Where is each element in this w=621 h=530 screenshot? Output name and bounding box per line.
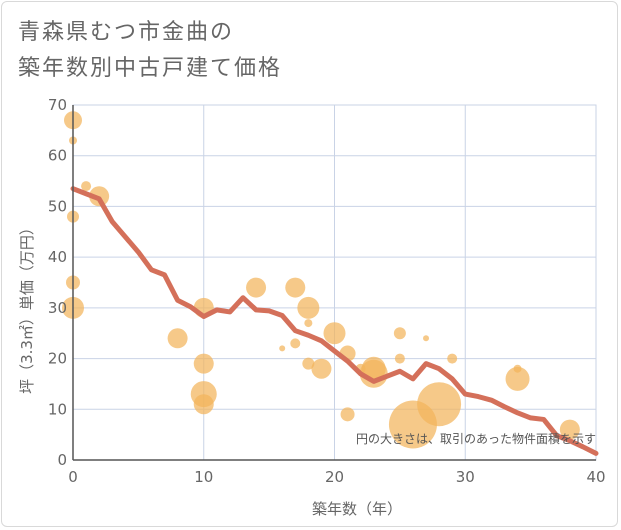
y-tick-label-60: 60 bbox=[48, 147, 67, 165]
y-tick-label-70: 70 bbox=[48, 96, 67, 114]
axes bbox=[72, 105, 596, 461]
y-tick-label-40: 40 bbox=[48, 248, 67, 266]
x-axis-label: 築年数（年） bbox=[312, 500, 402, 518]
bubble-point-15 bbox=[290, 338, 301, 349]
bubble-point-5 bbox=[81, 181, 92, 192]
y-tick-label-50: 50 bbox=[48, 197, 67, 215]
y-tick-label-20: 20 bbox=[48, 350, 67, 368]
bubble-point-13 bbox=[279, 345, 286, 352]
bubble-series bbox=[62, 111, 580, 449]
chart-title-line1: 青森県むつ市金曲の bbox=[18, 20, 235, 45]
chart-title-line2: 築年数別中古戸建て価格 bbox=[18, 56, 283, 81]
y-tick-label-30: 30 bbox=[48, 299, 67, 317]
bubble-point-17 bbox=[304, 319, 313, 328]
bubble-point-31 bbox=[447, 353, 458, 364]
bubble-point-30 bbox=[417, 382, 462, 427]
bubble-point-12 bbox=[246, 277, 267, 298]
bubble-point-33 bbox=[505, 366, 530, 391]
bubble-point-19 bbox=[311, 358, 332, 379]
size-note: 円の大きさは、取引のあった物件面積を示す bbox=[356, 431, 596, 446]
trend-series bbox=[70, 186, 599, 456]
bubble-point-9 bbox=[193, 353, 214, 374]
bubble-point-26 bbox=[393, 327, 406, 340]
bubble-point-34 bbox=[559, 419, 580, 440]
x-tick-label-20: 20 bbox=[325, 468, 344, 486]
tick-labels: 0 10 20 30 40 50 60 70 0 10 20 30 40 bbox=[48, 96, 606, 486]
y-axis-label: 坪（3.3㎡）単価（万円） bbox=[18, 220, 36, 394]
trend-line bbox=[70, 186, 599, 456]
x-tick-label-40: 40 bbox=[586, 468, 605, 486]
x-tick-label-30: 30 bbox=[456, 468, 475, 486]
y-tick-label-0: 0 bbox=[57, 451, 67, 469]
bubble-point-20 bbox=[323, 322, 346, 345]
bubble-point-22 bbox=[340, 407, 355, 422]
y-tick-label-10: 10 bbox=[48, 400, 67, 418]
bubble-point-7 bbox=[167, 328, 188, 349]
x-tick-label-10: 10 bbox=[194, 468, 213, 486]
bubble-point-14 bbox=[285, 277, 306, 298]
bubble-point-29 bbox=[423, 335, 430, 342]
grid-lines bbox=[72, 104, 597, 461]
bubble-point-18 bbox=[302, 357, 315, 370]
x-tick-label-0: 0 bbox=[68, 468, 78, 486]
bubble-point-11 bbox=[193, 394, 214, 415]
bubble-point-16 bbox=[297, 296, 320, 319]
bubble-point-27 bbox=[394, 353, 405, 364]
